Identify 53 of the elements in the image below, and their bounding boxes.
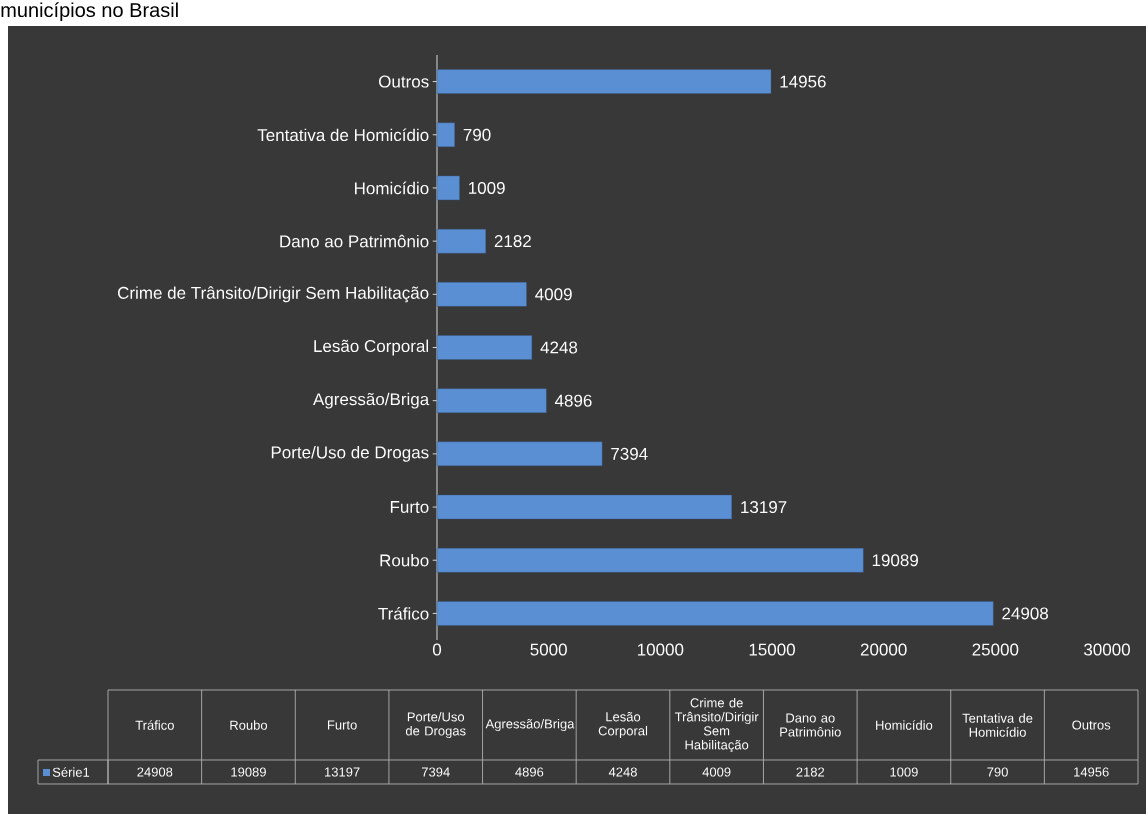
data-label: 4896 (554, 394, 592, 407)
y-tick-label: Tráfico (378, 607, 429, 620)
data-label: 790 (463, 128, 491, 141)
data-label: 7394 (611, 447, 648, 460)
text: 14956 (1074, 767, 1109, 777)
x-tick-label: 25000 (972, 643, 1019, 656)
y-tick-label: Porte/Uso de Drogas (271, 445, 429, 462)
text: 7394 (421, 767, 450, 777)
text: 4009 (702, 767, 731, 777)
y-tick-label: Agressão/Briga (313, 392, 430, 409)
y-tick-label: Roubo (380, 554, 429, 567)
y-tick-label: Homicídio (355, 181, 429, 195)
category-label: Outros (1072, 720, 1111, 730)
text: 4896 (515, 767, 544, 777)
text: 19089 (231, 767, 266, 777)
category-label: Homicídio (876, 720, 933, 730)
category-label: Agressão/Briga (485, 718, 575, 732)
x-tick-label: 20000 (860, 643, 907, 656)
x-tick-label: 30000 (1084, 643, 1130, 656)
category-label: Crime de Trânsito/Dirigir Sem Habilitação (674, 697, 759, 753)
data-label: 13197 (741, 501, 787, 514)
category-label: Tentativa de Homicídio (962, 713, 1033, 737)
category-label: Porte/Uso de Drogas (405, 711, 466, 739)
y-tick-label: Outros (378, 75, 429, 88)
text: municípios no Brasil (1, 2, 178, 22)
y-tick-label: Dano ao Patrimônio (280, 234, 429, 248)
x-tick-label: 10000 (638, 643, 684, 656)
x-tick-label: 0 (432, 643, 442, 656)
category-label: Lesão Corporal (598, 711, 648, 739)
data-label: 1009 (469, 181, 505, 194)
x-tick-label: 15000 (749, 643, 795, 656)
y-tick-label: Tentativa de Homicídio (257, 128, 429, 142)
text: 790 (987, 767, 1008, 777)
data-label: 19089 (872, 554, 918, 567)
data-label: 4248 (540, 341, 578, 354)
category-label: Tráfico (135, 720, 174, 730)
data-label: 4009 (535, 288, 572, 301)
y-tick-label: Crime de Trânsito/Dirigir Sem Habilitação (117, 286, 429, 303)
data-label: 24908 (1002, 607, 1049, 620)
data-label: 2182 (494, 235, 531, 248)
text: 24908 (137, 767, 173, 777)
category-label: Furto (327, 720, 357, 730)
text: 13197 (325, 767, 360, 777)
y-tick-label: Furto (390, 501, 429, 513)
text: 2182 (796, 767, 825, 777)
legend-label: Série1 (52, 767, 90, 777)
text: 1009 (890, 767, 918, 777)
text: 4248 (608, 767, 637, 777)
data-label: 14956 (780, 75, 826, 88)
category-label: Dano ao Patrimônio (780, 713, 841, 737)
y-tick-label: Lesão Corporal (314, 339, 429, 356)
category-label: Roubo (230, 720, 268, 730)
x-tick-label: 5000 (530, 643, 567, 656)
